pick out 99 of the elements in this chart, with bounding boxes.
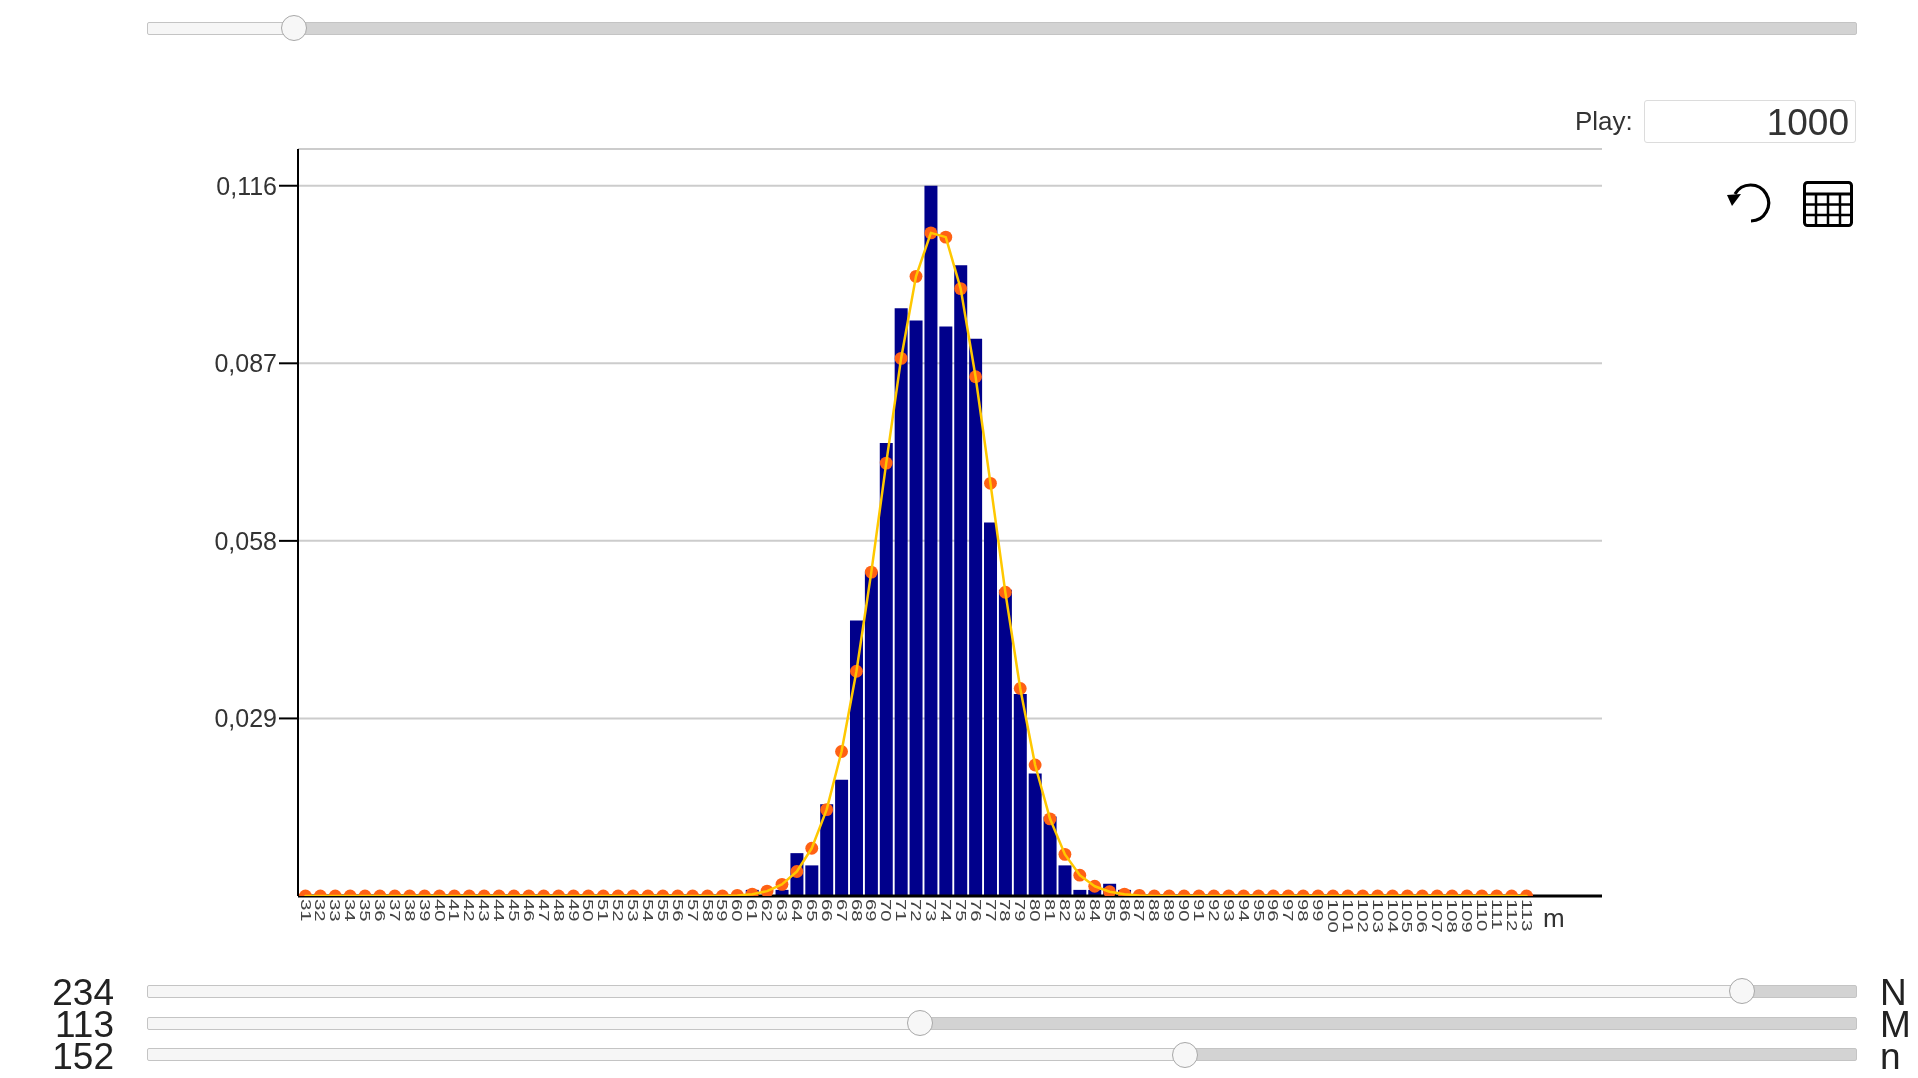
x-tick-label: 84: [1086, 899, 1103, 922]
x-tick-label: 50: [580, 899, 597, 922]
x-tick-label: 45: [505, 899, 523, 922]
x-tick-label: 46: [520, 899, 538, 922]
x-tick-label: 69: [863, 899, 880, 922]
y-tick-label: 0,058: [214, 526, 277, 555]
x-tick-label: 33: [327, 899, 344, 922]
x-tick-label: 83: [1071, 899, 1089, 922]
x-tick-label: 87: [1131, 899, 1148, 922]
x-tick-label: 73: [922, 899, 940, 922]
x-tick-label: 37: [386, 899, 404, 922]
bar: [969, 338, 983, 896]
x-tick-label: 78: [997, 899, 1014, 922]
x-tick-label: 64: [788, 899, 806, 922]
x-tick-label: 97: [1280, 899, 1297, 922]
x-tick-label: 48: [550, 899, 567, 922]
bar: [984, 522, 998, 896]
x-tick-label: 47: [535, 899, 552, 922]
x-tick-label: 92: [1205, 899, 1223, 922]
x-tick-label: 66: [818, 899, 835, 922]
bar: [805, 865, 819, 896]
x-tick-label: 81: [1041, 899, 1059, 922]
text: Play:: [1575, 106, 1633, 136]
x-tick-label: 98: [1294, 899, 1312, 922]
x-tick-label: 40: [431, 899, 448, 922]
y-tick-label: 0,087: [214, 349, 277, 378]
x-tick-label: 54: [639, 899, 657, 922]
x-tick-label: 91: [1190, 899, 1208, 922]
x-tick-label: 59: [714, 899, 731, 922]
x-tick-label: 52: [609, 899, 627, 922]
x-tick-label: 67: [833, 899, 850, 922]
x-tick-label: 86: [1116, 899, 1133, 922]
x-tick-label: 109: [1458, 899, 1476, 933]
x-tick-label: 77: [982, 899, 999, 922]
x-tick-label: 82: [1056, 899, 1074, 922]
x-tick-label: 43: [475, 899, 493, 922]
x-tick-label: 112: [1503, 899, 1520, 932]
bar: [849, 620, 863, 896]
x-tick-label: 107: [1428, 899, 1446, 933]
y-tick-label: 0,116: [216, 171, 277, 200]
x-tick-label: 90: [1175, 899, 1193, 922]
x-tick-label: 111: [1488, 899, 1505, 930]
x-tick-label: 62: [758, 899, 776, 922]
x-tick-label: 72: [907, 899, 925, 922]
x-tick-label: 110: [1473, 899, 1491, 932]
x-tick-label: 74: [937, 899, 954, 922]
x-tick-label: 42: [461, 899, 478, 922]
bar: [894, 308, 908, 896]
x-tick-label: 99: [1309, 899, 1327, 922]
x-tick-label: 60: [729, 899, 746, 922]
x-tick-label: 85: [1101, 899, 1118, 922]
x-tick-label: 75: [952, 899, 969, 922]
x-tick-label: 95: [1250, 899, 1267, 922]
x-tick-label: 94: [1235, 899, 1252, 922]
x-tick-label: 93: [1220, 899, 1237, 922]
x-tick-label: 102: [1354, 899, 1371, 933]
x-tick-label: 34: [341, 899, 359, 922]
x-tick-label: 39: [416, 899, 433, 922]
x-tick-label: 70: [878, 899, 895, 922]
bar: [939, 326, 953, 896]
x-tick-label: 103: [1369, 899, 1386, 934]
x-tick-label: 32: [312, 899, 329, 922]
x-tick-label: 105: [1399, 899, 1416, 934]
x-tick-label: 41: [446, 899, 463, 922]
bar: [879, 442, 893, 896]
x-tick-label: 49: [565, 899, 582, 922]
x-tick-label: 35: [356, 899, 374, 922]
x-tick-label: 57: [684, 899, 701, 922]
x-tick-label: 58: [699, 899, 716, 922]
bar: [954, 265, 968, 896]
x-tick-label: 88: [1146, 899, 1163, 922]
x-tick-label: 79: [1012, 899, 1029, 922]
x-tick-label: 36: [371, 899, 389, 922]
x-tick-label: 65: [803, 899, 820, 922]
bar: [835, 779, 849, 896]
x-tick-label: 106: [1414, 899, 1431, 934]
x-tick-label: 108: [1443, 899, 1461, 934]
x-tick-label: 100: [1324, 899, 1342, 934]
y-tick-label: 0,029: [214, 704, 277, 733]
x-tick-label: 96: [1265, 899, 1282, 922]
x-tick-label: 101: [1339, 899, 1357, 933]
x-tick-label: 53: [624, 899, 642, 922]
x-tick-label: 31: [297, 899, 314, 922]
x-tick-label: 76: [967, 899, 984, 922]
x-tick-label: 56: [669, 899, 686, 922]
x-tick-label: 61: [743, 899, 761, 922]
x-tick-label: 104: [1384, 899, 1401, 934]
x-tick-label: 89: [1160, 899, 1178, 922]
x-tick-label: 38: [401, 899, 418, 922]
x-tick-label: 68: [848, 899, 865, 922]
x-tick-label: 51: [595, 899, 612, 922]
x-axis-title: m: [1543, 903, 1565, 933]
x-tick-label: 44: [490, 899, 508, 922]
x-tick-label: 80: [1026, 899, 1044, 922]
x-tick-label: 71: [892, 899, 910, 922]
text-field: 1000: [1644, 100, 1856, 143]
x-tick-label: 63: [773, 899, 791, 922]
x-tick-label: 113: [1518, 899, 1535, 932]
x-tick-label: 55: [654, 899, 672, 922]
